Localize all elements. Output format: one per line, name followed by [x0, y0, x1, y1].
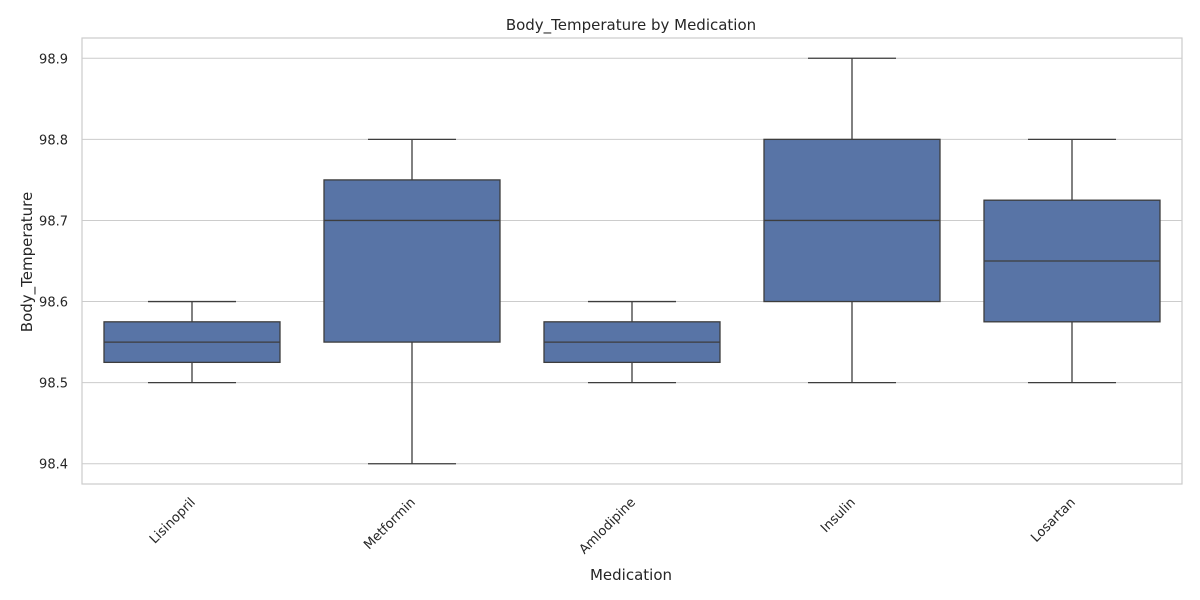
y-tick-labels: 98.4 98.5 98.6 98.7 98.8 98.9	[39, 52, 68, 472]
x-tick-label: Losartan	[1028, 495, 1078, 545]
chart-title: Body_Temperature by Medication	[506, 16, 756, 35]
y-tick-label: 98.9	[39, 52, 68, 67]
box-insulin	[763, 57, 941, 384]
y-tick-label: 98.5	[39, 377, 68, 392]
box-amlodipine	[543, 300, 721, 384]
box-metformin	[323, 138, 501, 465]
x-tick-label: Insulin	[818, 495, 859, 536]
x-axis-label: Medication	[590, 566, 672, 584]
iqr-box	[323, 179, 501, 343]
y-tick-label: 98.6	[39, 296, 68, 311]
box-losartan	[983, 138, 1161, 384]
x-tick-labels: Lisinopril Metformin Amlodipine Insulin Losa…	[147, 495, 1079, 557]
y-tick-label: 98.7	[39, 214, 68, 229]
boxes-layer	[103, 57, 1161, 465]
x-tick-label: Lisinopril	[147, 495, 199, 547]
x-tick-label: Amlodipine	[577, 495, 639, 557]
y-axis-label: Body_Temperature	[18, 192, 37, 332]
x-tick-label: Metformin	[361, 495, 419, 553]
box-lisinopril	[103, 300, 281, 384]
y-tick-label: 98.4	[39, 458, 68, 473]
plot-frame	[81, 37, 1183, 485]
y-tick-label: 98.8	[39, 133, 68, 148]
